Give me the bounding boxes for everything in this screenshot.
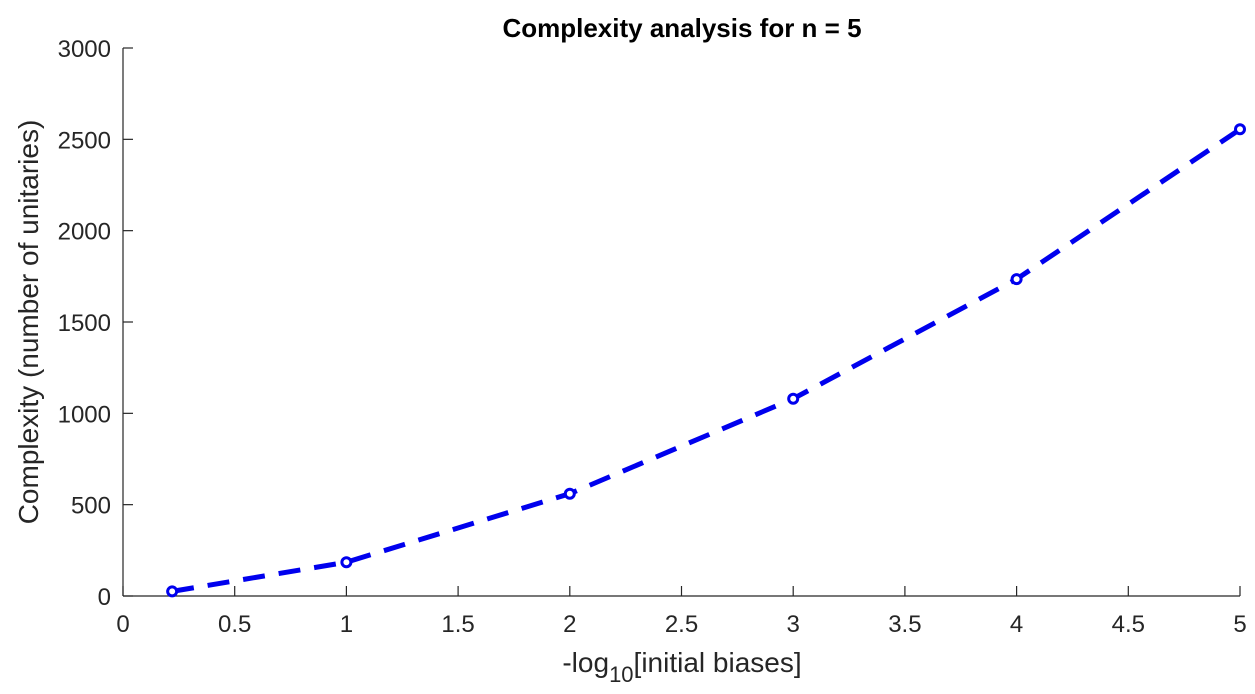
data-point: [787, 392, 800, 405]
x-axis-label-subscript: 10: [609, 662, 633, 687]
y-tick-label: 2500: [58, 127, 111, 154]
y-ticks: 0 500 1000 1500 2000 2500 3000: [58, 36, 133, 611]
y-tick-label: 1000: [58, 401, 111, 428]
x-tick-label: 2: [563, 611, 576, 638]
x-axis-label-suffix: [initial biases]: [634, 647, 802, 678]
x-tick-label: 2.5: [665, 611, 698, 638]
y-tick-label: 500: [71, 493, 111, 520]
data-point: [340, 556, 353, 569]
x-tick-label: 0.5: [218, 611, 251, 638]
plot-area: [122, 48, 1240, 597]
chart-title: Complexity analysis for n = 5: [502, 13, 861, 43]
series-layer: [166, 123, 1246, 598]
x-tick-label: 0: [116, 611, 129, 638]
x-tick-label: 4: [1010, 611, 1023, 638]
series-line: [171, 127, 1242, 594]
data-point: [166, 585, 179, 598]
data-point: [563, 487, 576, 500]
data-point: [1010, 273, 1023, 286]
x-ticks: 0 0.5 1 1.5 2 2.5 3 3.5 4 4.5 5: [116, 586, 1247, 638]
x-tick-label: 3: [787, 611, 800, 638]
x-axis-label: -log10[initial biases]: [562, 647, 801, 687]
y-tick-label: 0: [98, 584, 111, 611]
x-tick-label: 1: [340, 611, 353, 638]
y-axis-label: Complexity (number of unitaries): [13, 120, 44, 525]
x-tick-label: 5: [1233, 611, 1246, 638]
x-tick-label: 3.5: [888, 611, 921, 638]
y-tick-label: 3000: [58, 36, 111, 63]
data-point: [1234, 123, 1246, 136]
x-axis-label-prefix: -log: [562, 647, 609, 678]
y-tick-label: 1500: [58, 310, 111, 337]
y-tick-label: 2000: [58, 219, 111, 246]
x-tick-label: 4.5: [1112, 611, 1145, 638]
x-tick-label: 1.5: [441, 611, 474, 638]
